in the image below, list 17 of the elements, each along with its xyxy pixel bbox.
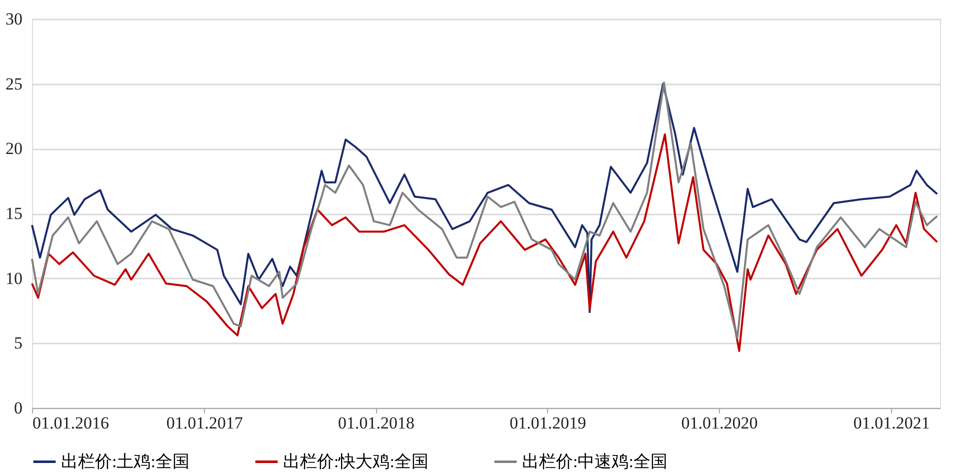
legend-label: 出栏价:中速鸡:全国 xyxy=(522,452,668,471)
x-tick-label: 01.01.2021 xyxy=(853,414,930,432)
y-tick-label: 10 xyxy=(6,268,22,288)
y-tick-label: 25 xyxy=(6,74,22,94)
x-tick-label: 01.01.2019 xyxy=(510,414,586,432)
x-tick-label: 01.01.2016 xyxy=(32,414,109,432)
y-tick-label: 20 xyxy=(6,139,22,158)
y-tick-label: 0 xyxy=(14,398,22,418)
legend-label: 出栏价:土鸡:全国 xyxy=(61,452,190,471)
line-series xyxy=(31,133,938,352)
x-tick-label: 01.01.2018 xyxy=(338,414,414,432)
y-tick-label: 5 xyxy=(14,334,22,353)
x-tick-label: 01.01.2017 xyxy=(166,414,244,432)
y-tick-label: 30 xyxy=(6,10,22,28)
y-tick-label: 15 xyxy=(6,204,22,223)
legend-label: 出栏价:快大鸡:全国 xyxy=(283,452,428,471)
x-tick-label: 01.01.2020 xyxy=(681,414,758,432)
